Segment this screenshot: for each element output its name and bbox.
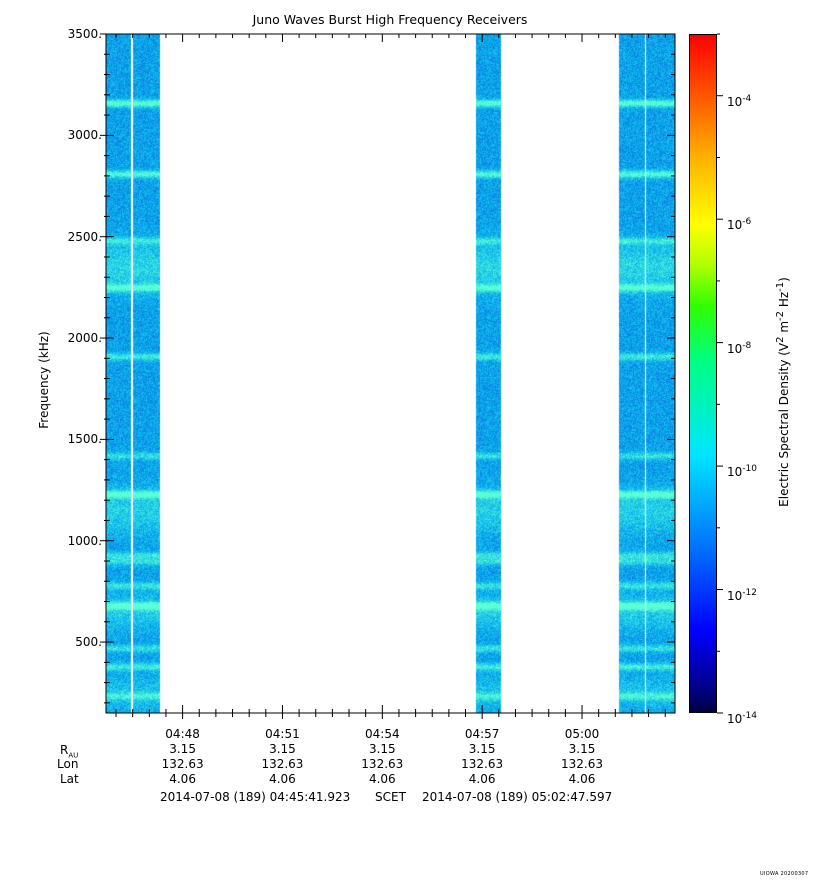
y-tick-label: 3000. xyxy=(67,128,102,143)
ephemeris-label-lon: Lon xyxy=(57,757,79,771)
colorbar-tick-label: 10-6 xyxy=(727,217,752,233)
y-tick-label: 500. xyxy=(75,635,102,650)
x-tick-label: 04:54 xyxy=(365,727,400,741)
ephemeris-lat-value: 4.06 xyxy=(468,772,496,786)
colorbar-tick-label: 10-8 xyxy=(727,340,752,356)
colorbar-tick-label: 10-10 xyxy=(727,464,757,480)
ephemeris-lon-value: 132.63 xyxy=(261,757,304,771)
plot-frame xyxy=(105,33,676,714)
ephemeris-r-value: 3.15 xyxy=(169,742,196,756)
x-tick-label: 04:51 xyxy=(265,727,300,741)
ephemeris-lat-value: 4.06 xyxy=(368,772,396,786)
footer-stamp: UIOWA 20200307 xyxy=(760,871,809,877)
x-tick-label: 04:57 xyxy=(464,727,500,741)
y-tick-label: 3500. xyxy=(67,27,102,41)
x-tick-label: 05:00 xyxy=(564,727,600,741)
ephemeris-label-r: RAU xyxy=(60,743,79,760)
colorbar-tick-label: 10-12 xyxy=(727,587,757,603)
x-tick-label: 04:48 xyxy=(165,727,200,741)
colorbar-tick-label: 10-14 xyxy=(727,711,757,726)
colorbar-label: Electric Spectral Density (V2 m-2 Hz-1) xyxy=(775,277,791,507)
y-tick-label: 1000. xyxy=(67,533,102,548)
spectrogram-canvas xyxy=(106,34,675,713)
ephemeris-lon-value: 132.63 xyxy=(161,757,204,771)
ephemeris-lon-value: 132.63 xyxy=(361,757,404,771)
ephemeris-r-value: 3.15 xyxy=(269,742,296,756)
ephemeris-lat-value: 4.06 xyxy=(568,772,596,786)
ephemeris-r-value: 3.15 xyxy=(468,742,496,756)
ephemeris-lat-value: 4.06 xyxy=(269,772,296,786)
time-range-label: SCET xyxy=(375,790,406,804)
ephemeris-lon-value: 132.63 xyxy=(561,757,604,771)
ephemeris-r-value: 3.15 xyxy=(368,742,396,756)
ephemeris-r-value: 3.15 xyxy=(568,742,596,756)
time-range-start: 2014-07-08 (189) 04:45:41.923 xyxy=(160,790,351,804)
ephemeris-label-lat: Lat xyxy=(60,772,79,786)
colorbar-tick-label: 10-4 xyxy=(727,93,752,109)
y-tick-label: 2000. xyxy=(67,331,102,346)
y-tick-label: 2500. xyxy=(67,229,102,244)
chart-title: Juno Waves Burst High Frequency Receiver… xyxy=(252,12,528,27)
time-range-end: 2014-07-08 (189) 05:02:47.597 xyxy=(422,790,613,804)
ephemeris-lat-value: 4.06 xyxy=(169,772,196,786)
colorbar xyxy=(689,34,717,713)
y-tick-label: 1500. xyxy=(67,432,102,447)
ephemeris-lon-value: 132.63 xyxy=(461,757,504,771)
